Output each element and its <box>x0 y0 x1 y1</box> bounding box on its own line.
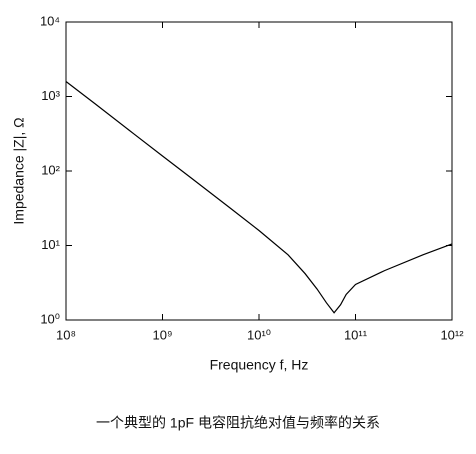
y-tick-label: 10⁰ <box>40 311 60 326</box>
y-tick-label: 10¹ <box>41 237 60 252</box>
plot-frame <box>65 21 453 321</box>
x-axis-label: Frequency f, Hz <box>210 357 309 373</box>
y-tick-label: 10⁴ <box>40 13 60 28</box>
y-tick-label: 10³ <box>41 88 60 103</box>
x-tick-label: 10¹² <box>440 327 464 342</box>
x-tick-label: 10¹¹ <box>344 327 368 342</box>
y-tick-label: 10² <box>41 162 60 177</box>
x-tick-label: 10⁹ <box>152 327 172 342</box>
line-series <box>65 81 453 314</box>
caption: 一个典型的 1pF 电容阻抗绝对值与频率的关系 <box>96 415 380 431</box>
x-tick-label: 10¹⁰ <box>247 327 271 342</box>
x-tick-label: 10⁸ <box>56 327 76 342</box>
y-axis-label: Impedance |Z|, Ω <box>11 117 27 224</box>
